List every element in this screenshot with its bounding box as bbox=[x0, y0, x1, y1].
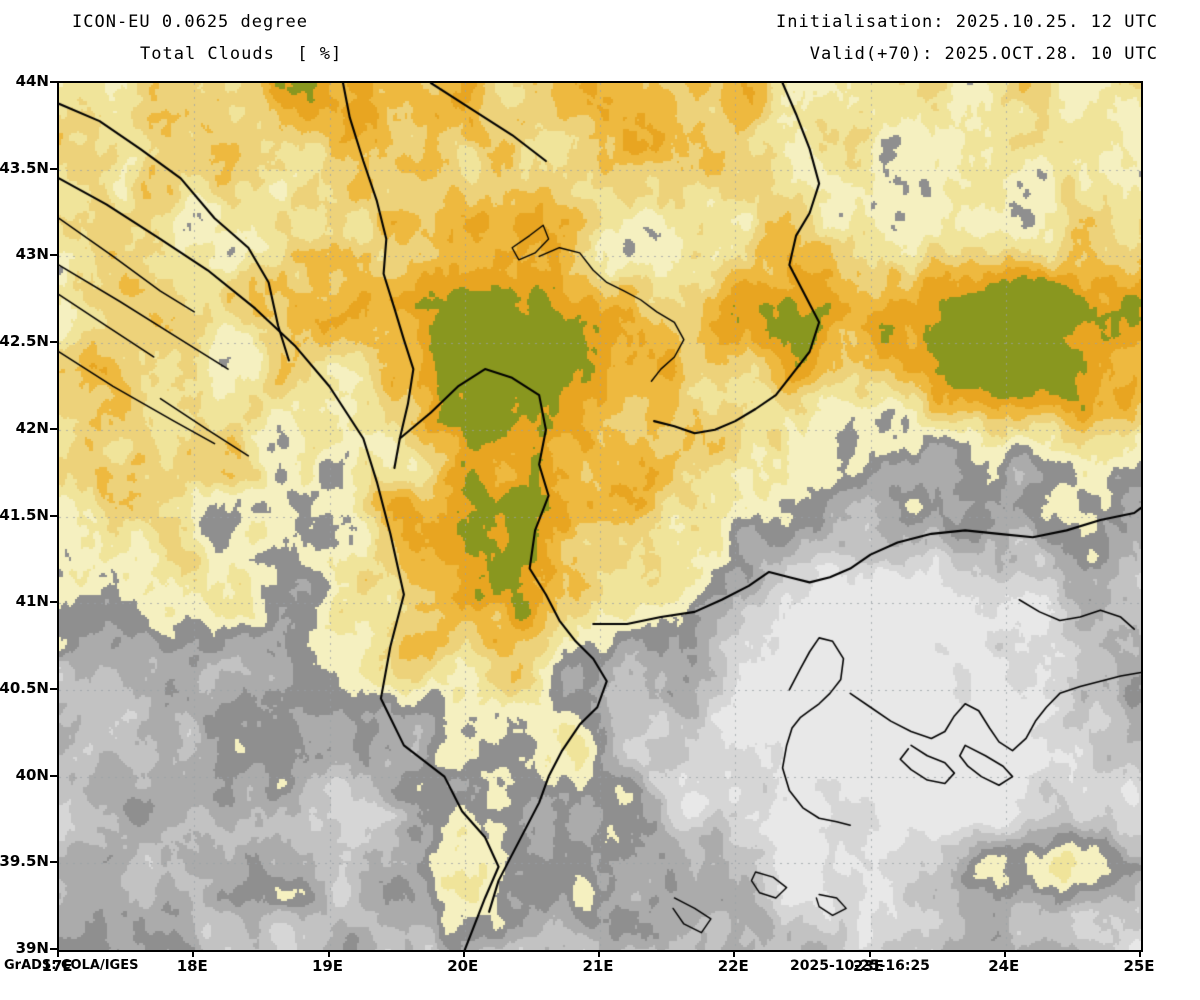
x-tick-label: 18E bbox=[176, 957, 208, 975]
x-tick bbox=[327, 950, 330, 957]
x-tick bbox=[462, 950, 465, 957]
y-tick-label: 43N bbox=[15, 245, 49, 264]
y-tick-label: 42.5N bbox=[0, 332, 49, 351]
x-tick bbox=[192, 950, 195, 957]
y-tick bbox=[50, 687, 57, 690]
y-tick bbox=[50, 254, 57, 257]
x-tick bbox=[598, 950, 600, 957]
y-tick-label: 42N bbox=[15, 418, 49, 437]
y-tick-label: 40.5N bbox=[0, 678, 49, 697]
y-tick bbox=[50, 341, 57, 344]
y-tick bbox=[50, 167, 57, 170]
y-tick bbox=[50, 81, 57, 83]
y-tick-label: 41N bbox=[15, 592, 49, 611]
x-tick-label: 23E bbox=[852, 957, 885, 975]
y-tick-label: 39N bbox=[15, 939, 49, 957]
y-tick bbox=[50, 948, 57, 950]
map-plot-area[interactable] bbox=[57, 81, 1143, 952]
x-tick bbox=[1139, 950, 1141, 957]
x-tick bbox=[57, 950, 59, 957]
y-tick-label: 41.5N bbox=[0, 505, 49, 524]
x-tick bbox=[868, 950, 871, 957]
x-tick-label: 24E bbox=[988, 957, 1020, 975]
x-tick-label: 17E bbox=[41, 957, 73, 975]
x-tick bbox=[1003, 950, 1006, 957]
valid-time: Valid(+70): 2025.OCT.28. 10 UTC bbox=[809, 44, 1158, 64]
initialisation-time: Initialisation: 2025.10.25. 12 UTC bbox=[776, 12, 1158, 32]
x-tick-label: 21E bbox=[582, 957, 614, 975]
x-tick-label: 25E bbox=[1123, 957, 1155, 975]
y-tick bbox=[50, 774, 57, 777]
y-tick-label: 39.5N bbox=[0, 852, 49, 871]
render-timestamp: 2025-10-25-16:25 bbox=[790, 958, 930, 974]
y-tick-label: 43.5N bbox=[0, 158, 49, 177]
x-tick-label: 20E bbox=[447, 957, 479, 975]
y-tick bbox=[50, 427, 57, 430]
grads-credit: GrADS: COLA/IGES bbox=[4, 958, 139, 973]
y-tick bbox=[50, 601, 57, 604]
y-tick bbox=[50, 514, 57, 517]
cloud-cover-heatmap bbox=[59, 83, 1141, 950]
x-tick-label: 19E bbox=[311, 957, 344, 975]
x-tick-label: 22E bbox=[717, 957, 749, 975]
x-tick bbox=[733, 950, 736, 957]
model-title: ICON-EU 0.0625 degree bbox=[72, 12, 308, 32]
y-tick-label: 40N bbox=[15, 765, 49, 784]
field-title: Total Clouds [ %] bbox=[140, 44, 343, 64]
y-tick bbox=[50, 861, 57, 864]
y-tick-label: 44N bbox=[15, 72, 49, 90]
